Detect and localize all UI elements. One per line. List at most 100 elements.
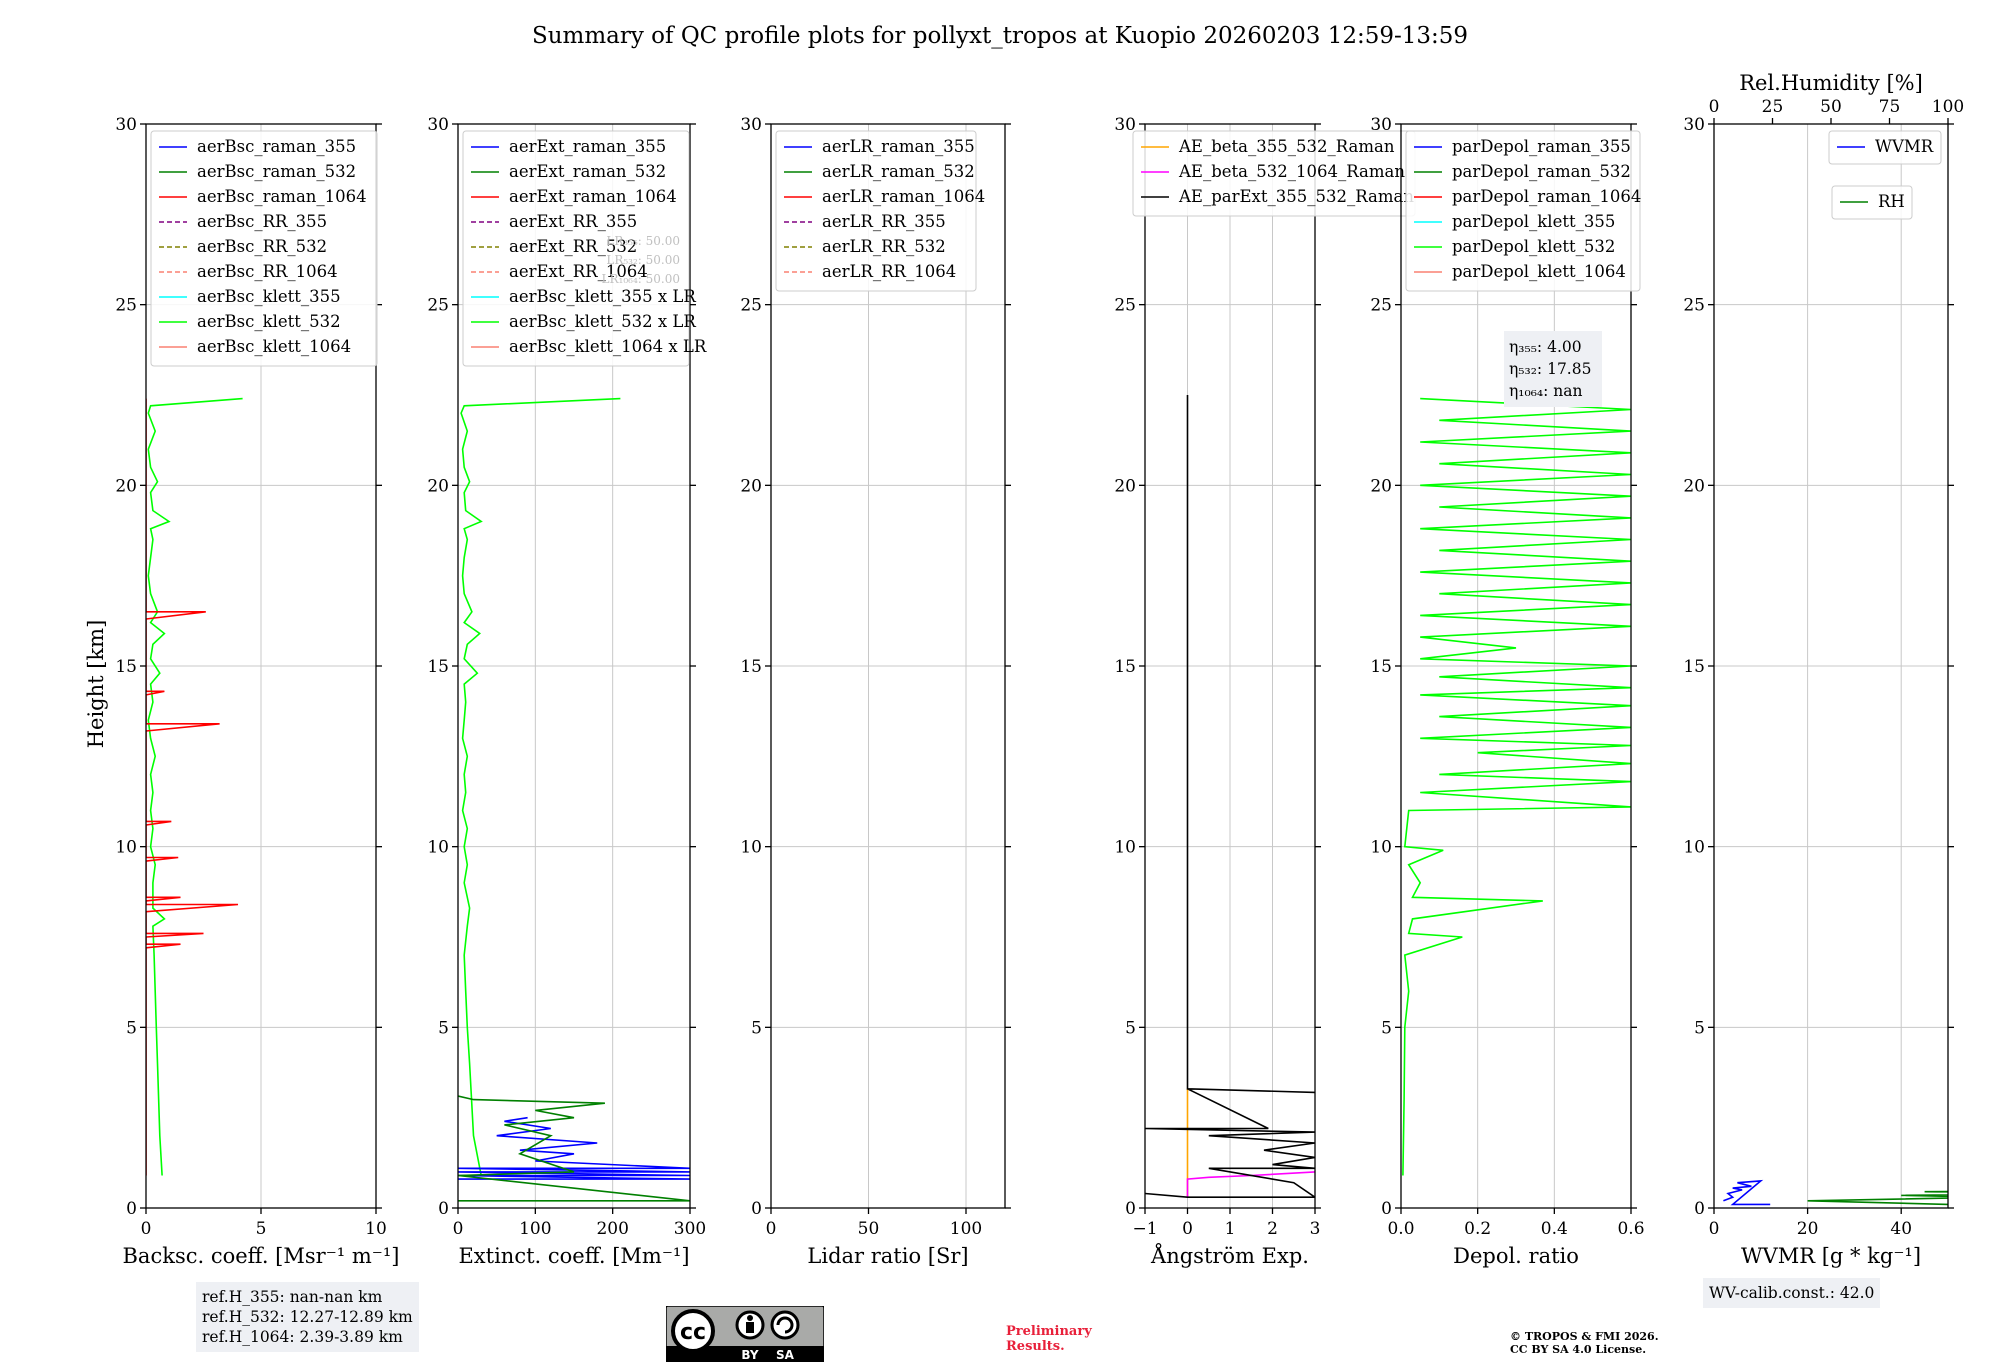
y-tick-label: 10: [115, 838, 137, 858]
x-tick-label: 10: [365, 1219, 387, 1239]
x-axis-label: Backsc. coeff. [Msr⁻¹ m⁻¹]: [123, 1244, 400, 1268]
legend-entry: parDepol_raman_532: [1452, 162, 1631, 181]
copyright-line-1: © TROPOS & FMI 2026.: [1510, 1330, 1659, 1343]
legend-entry: aerBsc_RR_355: [197, 212, 327, 231]
legend-box: [1831, 185, 1913, 220]
legend-entry: aerExt_raman_355: [509, 137, 666, 156]
legend-entry: aerExt_RR_355: [509, 212, 637, 231]
series-group: [1402, 397, 1631, 1176]
wv-calibration-box: WV-calib.const.: 42.0: [1703, 1278, 1881, 1308]
x-tick-label: 40: [1890, 1219, 1912, 1239]
x-tick-label: 2: [1267, 1219, 1278, 1239]
x-tick-label: 5: [256, 1219, 267, 1239]
x-tick-label: 50: [858, 1219, 880, 1239]
cc-sa-label: SA: [776, 1348, 795, 1362]
panel-lr: 0 5 10 15 20 25 30 0 50 100 Lidar ratio [Sr] aerLR_…: [740, 115, 1011, 1268]
x-tick-label: 3: [1310, 1219, 1321, 1239]
y-tick-label: 5: [1125, 1018, 1136, 1038]
legend-box: [1405, 130, 1641, 292]
y-tick-label: 0: [751, 1199, 762, 1219]
x-tick-label: 0.4: [1541, 1219, 1568, 1239]
x-tick-label: 0.0: [1387, 1219, 1414, 1239]
y-tick-label: 20: [1683, 476, 1705, 496]
y-tick-label: 5: [1381, 1018, 1392, 1038]
y-tick-label: 10: [1370, 838, 1392, 858]
y-tick-label: 20: [1370, 476, 1392, 496]
y-tick-label: 25: [1370, 296, 1392, 316]
legend-entry: WVMR: [1875, 137, 1934, 156]
y-tick-label: 15: [1370, 657, 1392, 677]
x-axis-label: Lidar ratio [Sr]: [807, 1244, 968, 1268]
y-tick-label: 30: [740, 115, 762, 135]
x-axis-label: Ångström Exp.: [1150, 1243, 1309, 1268]
legend-entry: parDepol_raman_355: [1452, 137, 1631, 156]
legend-entry: aerBsc_klett_355: [197, 287, 341, 306]
lidar-ratio-annotation: LR₁₀₆₄: 50.00: [602, 272, 680, 286]
y-tick-label: 0: [1125, 1199, 1136, 1219]
series-aerBsc_raman_1064: [146, 398, 239, 1176]
legend-entry: aerLR_RR_532: [822, 237, 946, 256]
y-tick-label: 25: [115, 296, 137, 316]
series-WVMR: [1723, 1179, 1771, 1206]
legend-entry: AE_beta_532_1064_Raman: [1178, 162, 1405, 181]
cc-logo-text: cc: [680, 1320, 706, 1345]
legend-entry: aerLR_RR_1064: [822, 262, 956, 281]
x-tick-label: 1: [1225, 1219, 1236, 1239]
share-alike-icon: [770, 1310, 800, 1340]
x-tick-label: 0: [766, 1219, 777, 1239]
panel-depol: 0 5 10 15 20 25 30 0.0 0.2 0.4 0.6 Depol. ratio parD…: [1370, 115, 1644, 1268]
y-tick-label: 5: [126, 1018, 137, 1038]
y-tick-label: 30: [115, 115, 137, 135]
y-tick-label: 5: [1694, 1018, 1705, 1038]
y-tick-label: 0: [1694, 1199, 1705, 1219]
panel-bsc: 0 5 10 15 20 25 30 0 5 10 Backsc. coeff. [Msr⁻¹ m⁻…: [115, 115, 399, 1268]
y-tick-label: 10: [1683, 838, 1705, 858]
y-tick-label: 15: [427, 657, 449, 677]
x-tick-label: 0: [1182, 1219, 1193, 1239]
series-AE_beta_532_1064_Raman: [1186, 1171, 1315, 1198]
eta-annotation: η₁₀₆₄: nan: [1509, 382, 1583, 400]
x-axis-label: Extinct. coeff. [Mm⁻¹]: [458, 1244, 689, 1268]
copyright-line-2: CC BY SA 4.0 License.: [1510, 1343, 1647, 1356]
legend-entry: aerBsc_raman_1064: [197, 187, 367, 206]
y-tick-label: 15: [1114, 657, 1136, 677]
legend-entry: aerBsc_RR_532: [197, 237, 327, 256]
series-parDepol_klett_532: [1402, 397, 1631, 1176]
refh-532: ref.H_532: 12.27-12.89 km: [202, 1308, 413, 1326]
preliminary-line-2: Results.: [1006, 1339, 1065, 1354]
legend-entry: aerLR_raman_355: [822, 137, 975, 156]
y-tick-label: 20: [1114, 476, 1136, 496]
y-tick-label: 30: [1683, 115, 1705, 135]
cc-circle-icon: [671, 1309, 715, 1353]
lidar-ratio-annotation: LR₃₅₅: 50.00: [606, 234, 680, 248]
x-tick-label: 0.6: [1617, 1219, 1644, 1239]
legend-entry: aerExt_RR_532: [509, 237, 637, 256]
legend-entry: RH: [1878, 192, 1905, 211]
legend-entry: AE_beta_355_532_Raman: [1178, 137, 1395, 156]
top-x-tick-label: 100: [1932, 97, 1964, 117]
x-tick-label: 0: [453, 1219, 464, 1239]
x-axis-label: Depol. ratio: [1453, 1244, 1579, 1268]
legend-entry: aerBsc_klett_532 x LR: [509, 312, 696, 331]
series-group: [458, 397, 690, 1202]
reference-height-box: ref.H_355: nan-nan km ref.H_532: 12.27-1…: [196, 1282, 419, 1352]
legend-box: [462, 130, 690, 367]
legend-entry: aerExt_raman_1064: [509, 187, 677, 206]
eta-annotation: η₃₅₅: 4.00: [1509, 338, 1582, 356]
legend-entry: AE_parExt_355_532_Raman: [1178, 187, 1414, 206]
x-tick-label: 0: [1709, 1219, 1720, 1239]
y-tick-label: 25: [1683, 296, 1705, 316]
top-x-tick-label: 25: [1762, 97, 1784, 117]
top-x-axis-label: Rel.Humidity [%]: [1739, 71, 1923, 95]
top-x-tick-label: 75: [1879, 97, 1901, 117]
legend-entry: parDepol_klett_532: [1452, 237, 1615, 256]
legend-box: [775, 130, 977, 292]
person-body-icon: [746, 1322, 754, 1333]
series-group: [146, 397, 243, 1176]
cc-by-label: BY: [741, 1348, 758, 1362]
legend-entry: aerLR_raman_532: [822, 162, 975, 181]
y-tick-label: 5: [438, 1018, 449, 1038]
